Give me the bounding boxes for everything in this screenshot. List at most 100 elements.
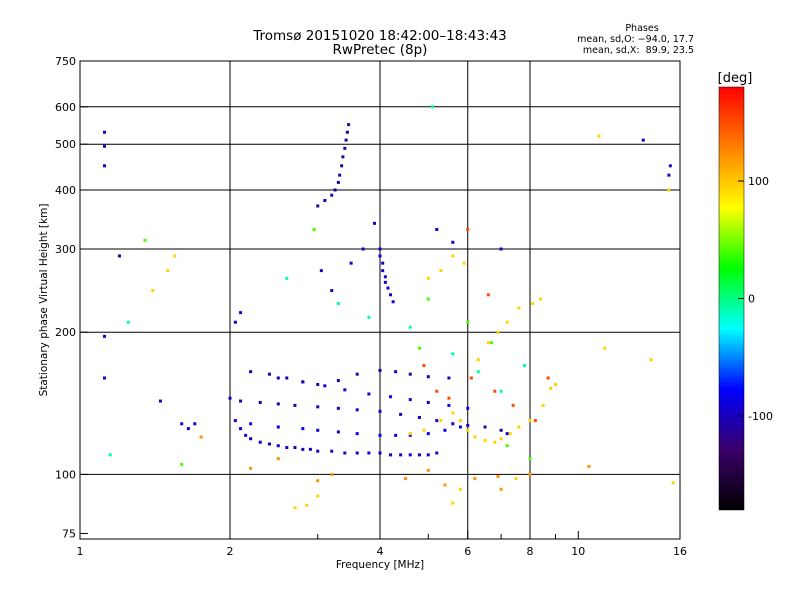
data-point [103, 144, 107, 148]
data-point [267, 442, 271, 446]
data-point [408, 325, 412, 329]
data-point [458, 419, 462, 423]
data-point [338, 173, 342, 177]
data-point [466, 423, 470, 427]
data-point [193, 422, 197, 426]
colorbar-tick-label: 100 [748, 175, 769, 188]
data-point [486, 341, 490, 345]
data-point [336, 379, 340, 383]
data-point [408, 433, 412, 437]
data-point [355, 451, 359, 455]
x-tick-label: 1 [77, 545, 84, 558]
data-point [239, 399, 243, 403]
data-point [389, 453, 393, 457]
data-point [319, 269, 323, 273]
data-point [345, 130, 349, 134]
data-point [426, 453, 430, 457]
data-point [505, 432, 509, 436]
chart-title: Tromsø 20151020 18:42:00–18:43:43 [252, 28, 507, 44]
data-point [499, 428, 503, 432]
colorbar-ticks: 100 0 -100 [738, 175, 773, 423]
data-point [158, 399, 162, 403]
data-point [473, 435, 477, 439]
data-point [435, 451, 439, 455]
data-point [103, 334, 107, 338]
data-point [301, 447, 305, 451]
data-point [336, 180, 340, 184]
data-point [244, 433, 248, 437]
y-tick-label: 500 [55, 138, 76, 151]
data-point [458, 487, 462, 491]
data-point [233, 320, 237, 324]
data-point [276, 457, 280, 461]
data-point [671, 481, 675, 485]
data-point [451, 240, 455, 244]
y-tick-label: 600 [55, 101, 76, 114]
data-point [511, 403, 515, 407]
data-point [490, 341, 494, 345]
data-point [667, 188, 671, 192]
colorbar-tick-label: 0 [748, 293, 755, 306]
data-point [493, 389, 497, 393]
x-tick-label: 8 [527, 545, 534, 558]
data-point [249, 370, 253, 374]
data-point [473, 477, 477, 481]
data-point [103, 376, 107, 380]
data-point [505, 320, 509, 324]
data-point [476, 370, 480, 374]
data-point [285, 376, 289, 380]
data-point [349, 261, 353, 265]
data-point [528, 457, 532, 461]
data-point [343, 451, 347, 455]
colorbar: [deg] 100 0 -100 [718, 71, 773, 511]
data-point [355, 372, 359, 376]
data-point [293, 506, 297, 510]
data-point [103, 164, 107, 168]
data-point [249, 437, 253, 441]
data-point [499, 247, 503, 251]
data-point [378, 254, 382, 258]
data-point [539, 297, 543, 301]
data-point [597, 134, 601, 138]
data-point [316, 449, 320, 453]
data-point [466, 227, 470, 231]
data-point [199, 435, 203, 439]
data-point [316, 428, 320, 432]
data-point [166, 269, 170, 273]
y-axis-label: Stationary phase Virtual Height [km] [38, 204, 50, 397]
data-point [426, 432, 430, 436]
data-point [394, 433, 398, 437]
data-point [341, 155, 345, 159]
data-point [417, 415, 421, 419]
data-point [426, 276, 430, 280]
data-point [587, 464, 591, 468]
data-point [443, 483, 447, 487]
data-point [399, 412, 403, 416]
data-point [276, 444, 280, 448]
data-point [408, 432, 412, 436]
data-point [641, 138, 645, 142]
data-point [276, 376, 280, 380]
data-point [496, 474, 500, 478]
data-point [126, 320, 130, 324]
data-point [391, 300, 395, 304]
data-point [367, 315, 371, 319]
data-point [541, 403, 545, 407]
data-point [308, 447, 312, 451]
data-point [336, 430, 340, 434]
data-point [426, 375, 430, 379]
data-point [422, 364, 426, 368]
data-point [361, 247, 365, 251]
x-tick-label: 10 [571, 545, 585, 558]
data-point [316, 204, 320, 208]
data-point [378, 247, 382, 251]
data-point [603, 346, 607, 350]
data-point [408, 398, 412, 402]
data-point [355, 432, 359, 436]
data-point [499, 389, 503, 393]
data-point [285, 276, 289, 280]
data-point [378, 409, 382, 413]
data-point [451, 352, 455, 356]
data-point [367, 451, 371, 455]
